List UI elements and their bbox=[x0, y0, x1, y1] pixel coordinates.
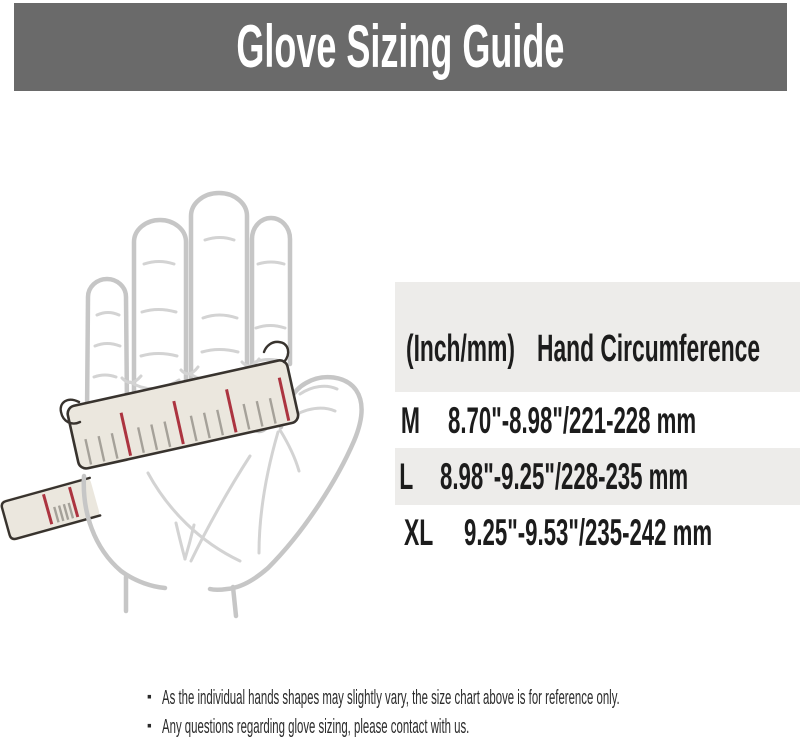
size-label: L bbox=[399, 456, 414, 497]
size-label: M bbox=[400, 399, 420, 441]
tape-end-curl-left bbox=[59, 398, 82, 425]
title-banner: Glove Sizing Guide bbox=[14, 3, 787, 91]
page-title: Glove Sizing Guide bbox=[236, 13, 565, 80]
note-item: · As the individual hands shapes may sli… bbox=[146, 683, 800, 712]
size-label: XL bbox=[403, 512, 434, 553]
hand-illustration-svg bbox=[0, 190, 364, 619]
table-row-m: M 8.70"-8.98"/221-228 mm bbox=[395, 392, 800, 448]
hand-measuring-tape-illustration bbox=[0, 180, 400, 680]
table-row-xl: XL 9.25"-9.53"/235-242 mm bbox=[395, 505, 800, 560]
circumference-value: 8.98"-9.25"/228-235 mm bbox=[439, 456, 688, 497]
note-text: As the individual hands shapes may sligh… bbox=[162, 686, 620, 709]
header-cell-size-unit: (Inch/mm) bbox=[406, 328, 515, 370]
size-table-header: (Inch/mm) Hand Circumference bbox=[395, 282, 800, 392]
note-item: · Any questions regarding glove sizing, … bbox=[146, 712, 800, 741]
footnotes: · As the individual hands shapes may sli… bbox=[146, 683, 800, 741]
measuring-tape-band bbox=[66, 359, 300, 470]
circumference-value: 9.25"-9.53"/235-242 mm bbox=[464, 512, 713, 553]
bullet-dot: · bbox=[146, 683, 154, 711]
measuring-tape-tail bbox=[0, 476, 102, 541]
tape-end-curl-right bbox=[262, 340, 290, 364]
bullet-dot: · bbox=[146, 712, 154, 740]
header-cell-hand-circumference: Hand Circumference bbox=[537, 328, 761, 370]
note-text: Any questions regarding glove sizing, pl… bbox=[162, 715, 470, 738]
table-row-l: L 8.98"-9.25"/228-235 mm bbox=[395, 448, 800, 505]
circumference-value: 8.70"-8.98"/221-228 mm bbox=[447, 399, 696, 441]
